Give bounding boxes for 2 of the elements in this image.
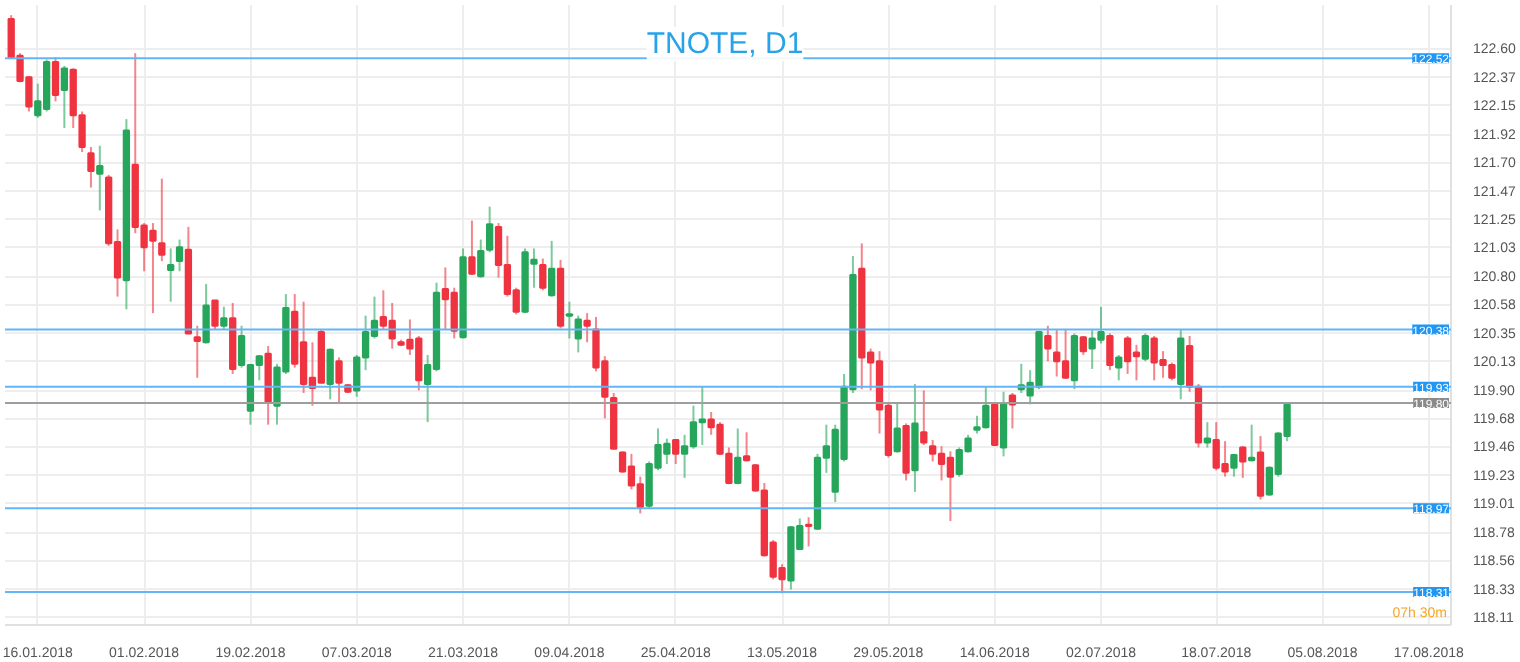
text: TNOTE, D1: [646, 27, 804, 61]
candlestick: [211, 299, 219, 331]
